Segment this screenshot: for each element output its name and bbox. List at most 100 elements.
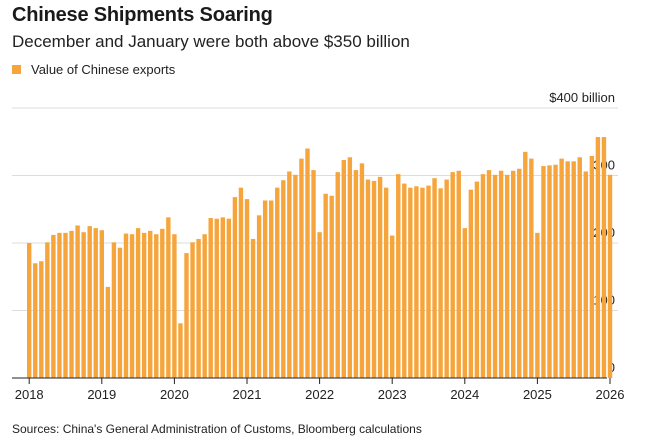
bar	[226, 218, 232, 378]
bar	[262, 200, 268, 378]
bar	[111, 242, 117, 378]
bar	[329, 195, 334, 378]
bar	[305, 148, 310, 378]
bar	[317, 232, 322, 378]
x-tick-label: 2023	[378, 387, 407, 402]
bar	[511, 170, 516, 378]
bar	[583, 171, 588, 378]
bar	[462, 228, 467, 378]
bar	[529, 158, 534, 378]
bar	[523, 151, 528, 378]
bar	[244, 199, 250, 378]
bar	[414, 186, 419, 378]
bar	[371, 180, 377, 378]
bar	[438, 188, 443, 378]
bar	[571, 161, 576, 378]
bar	[559, 158, 564, 378]
bar	[208, 218, 213, 378]
bar	[504, 174, 510, 378]
bar	[190, 242, 195, 378]
bar	[105, 286, 111, 378]
bar	[172, 234, 177, 378]
bar-chart: 0100200300$400 billion201820192020202120…	[12, 90, 625, 402]
bar	[166, 217, 171, 378]
bar	[365, 179, 371, 378]
bar	[63, 232, 68, 378]
bar	[444, 179, 449, 378]
bar	[33, 263, 38, 378]
bar	[541, 166, 546, 378]
bar	[420, 187, 425, 378]
bar	[75, 225, 80, 378]
bar	[577, 157, 582, 378]
bar	[565, 161, 570, 378]
x-tick-label: 2020	[160, 387, 189, 402]
bar	[281, 180, 286, 378]
legend: Value of Chinese exports	[12, 62, 175, 77]
bar	[269, 200, 274, 378]
x-tick-label: 2022	[305, 387, 334, 402]
bar	[601, 137, 607, 378]
bar	[117, 247, 123, 378]
x-tick-label: 2026	[596, 387, 625, 402]
bar	[408, 187, 413, 378]
bar	[456, 170, 461, 378]
bar	[238, 187, 244, 378]
bar	[535, 232, 540, 378]
chart-title: Chinese Shipments Soaring	[12, 4, 273, 26]
bar	[39, 261, 44, 378]
x-tick-label: 2024	[450, 387, 479, 402]
bar	[468, 189, 474, 378]
x-tick-label: 2021	[233, 387, 262, 402]
bar	[250, 238, 256, 378]
bar	[129, 234, 135, 378]
bar	[383, 187, 389, 378]
bar	[486, 170, 492, 378]
bar	[154, 234, 159, 378]
bar	[492, 174, 498, 378]
bar	[87, 226, 92, 378]
bar	[123, 233, 129, 378]
bar	[432, 178, 437, 378]
y-tick-label: $400 billion	[549, 90, 615, 105]
bar	[390, 235, 395, 378]
bar	[93, 228, 98, 378]
bar	[141, 232, 147, 378]
bar	[335, 172, 340, 378]
bar	[220, 217, 225, 378]
bar	[256, 215, 262, 378]
bar	[589, 155, 595, 378]
bar	[359, 163, 365, 378]
bar	[353, 170, 359, 378]
bar	[184, 253, 189, 378]
bar	[450, 172, 455, 378]
bar	[402, 183, 407, 378]
bar	[426, 185, 431, 378]
bar	[45, 242, 50, 378]
bar	[135, 228, 141, 378]
bar	[275, 187, 280, 378]
bar	[57, 232, 62, 378]
bar	[311, 170, 316, 378]
bar	[341, 159, 346, 378]
bar	[69, 230, 74, 378]
bar	[517, 168, 522, 378]
bar	[214, 218, 219, 378]
x-tick-label: 2019	[87, 387, 116, 402]
bar	[81, 232, 86, 378]
bar	[323, 193, 328, 378]
bar	[27, 243, 32, 378]
bar	[99, 230, 104, 378]
bar	[595, 137, 601, 378]
bar	[148, 230, 153, 378]
bar	[396, 174, 401, 378]
chart-subtitle: December and January were both above $35…	[12, 32, 410, 51]
bar	[480, 174, 486, 378]
bar	[178, 323, 183, 378]
bar	[160, 228, 165, 378]
bar	[347, 157, 353, 378]
bar	[51, 234, 56, 378]
source-note: Sources: China's General Administration …	[12, 422, 422, 436]
bar	[498, 170, 504, 378]
bar	[547, 165, 552, 378]
